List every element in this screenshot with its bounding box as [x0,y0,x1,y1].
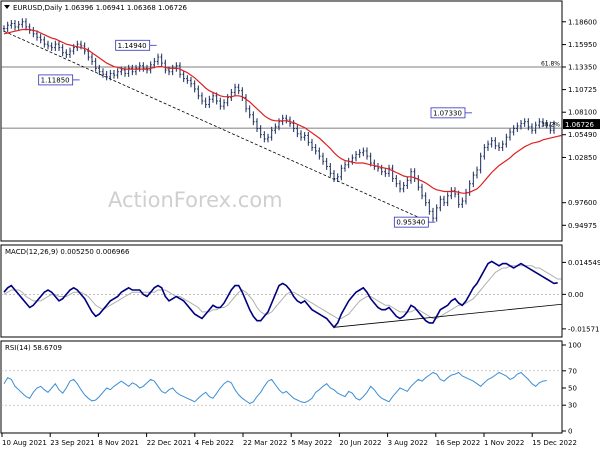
price-level-labels: 1.14940 1.11850 1.07330 0.95340 [38,39,472,228]
fib-level-label: 61.8% [541,60,560,67]
date-tick-label: 4 Feb 2022 [195,439,234,447]
price-tick-label: 1.10725 [568,86,597,94]
macd-tick-label: 0.00 [568,291,584,299]
rsi-panel-title: RSI(14) 58.6709 [5,344,62,352]
watermark-text: ActionForex.com [108,188,283,212]
level-label-box [115,39,151,51]
macd-layer [1,260,563,329]
long-term-trendline [3,30,430,223]
date-tick-label: 16 Sep 2022 [436,439,480,447]
price-tick-label: 0.97600 [568,199,597,207]
level-label-text: 1.11850 [41,76,70,84]
current-price-tag [563,119,600,130]
macd-support-trendline [333,303,563,328]
rsi-tick-label: 30 [568,402,577,410]
level-label-text: 1.14940 [118,42,147,50]
rsi-panel-frame [0,340,563,434]
price-tick-label: 1.15950 [568,41,597,49]
date-tick-label: 3 Aug 2022 [388,439,428,447]
price-tick-label: 0.94975 [568,222,597,230]
date-tick-label: 23 Sep 2021 [50,439,94,447]
price-tick-label: 1.13350 [568,63,597,71]
ema-line [3,28,562,194]
price-tick-label: 1.08100 [568,109,597,117]
macd-y-axis: 0.014549 0.00 -0.015712 [562,259,600,333]
price-bars [2,18,556,222]
date-tick-label: 1 Nov 2022 [484,439,524,447]
macd-tick-label: 0.014549 [568,259,600,267]
macd-line [3,260,558,329]
date-tick-label: 15 Dec 2022 [532,439,577,447]
rsi-tick-label: 70 [568,367,577,375]
level-label-text: 0.95340 [396,219,425,227]
date-tick-label: 20 Jun 2022 [339,439,381,447]
date-tick-label: 5 May 2022 [291,439,332,447]
macd-tick-label: -0.015712 [568,325,600,333]
date-tick-label: 10 Aug 2021 [2,439,47,447]
triangle-down-icon[interactable] [4,5,10,9]
macd-panel-title: MACD(12,26,9) 0.005250 0.006966 [5,248,130,256]
date-tick-label: 22 Dec 2021 [147,439,192,447]
price-trendline [3,30,430,223]
date-tick-label: 22 Mar 2022 [243,439,287,447]
price-panel-title: EURUSD,Daily 1.06396 1.06941 1.06368 1.0… [13,4,188,12]
rsi-tick-label: 50 [568,385,577,393]
rsi-y-axis: 100 70 50 30 0 [562,342,581,436]
rsi-tick-label: 0 [568,428,572,436]
macd-signal-line [3,265,562,319]
date-tick-label: 8 Nov 2021 [98,439,138,447]
current-price-label: 1.06726 [565,121,594,129]
price-ema-layer [3,28,562,194]
price-y-axis: 1.18600 1.15950 1.13350 1.10725 1.08100 1.054… [562,18,600,230]
price-tick-label: 1.18600 [568,18,597,26]
level-label-text: 1.07330 [433,109,462,117]
macd-panel-frame [0,244,563,338]
price-tick-label: 1.02850 [568,154,597,162]
date-x-axis: 10 Aug 2021 23 Sep 2021 8 Nov 2021 22 Dec 2… [1,433,577,447]
price-tick-label: 1.05490 [568,131,597,139]
rsi-layer [1,370,562,406]
rsi-line [3,371,547,405]
rsi-tick-label: 100 [568,342,581,350]
